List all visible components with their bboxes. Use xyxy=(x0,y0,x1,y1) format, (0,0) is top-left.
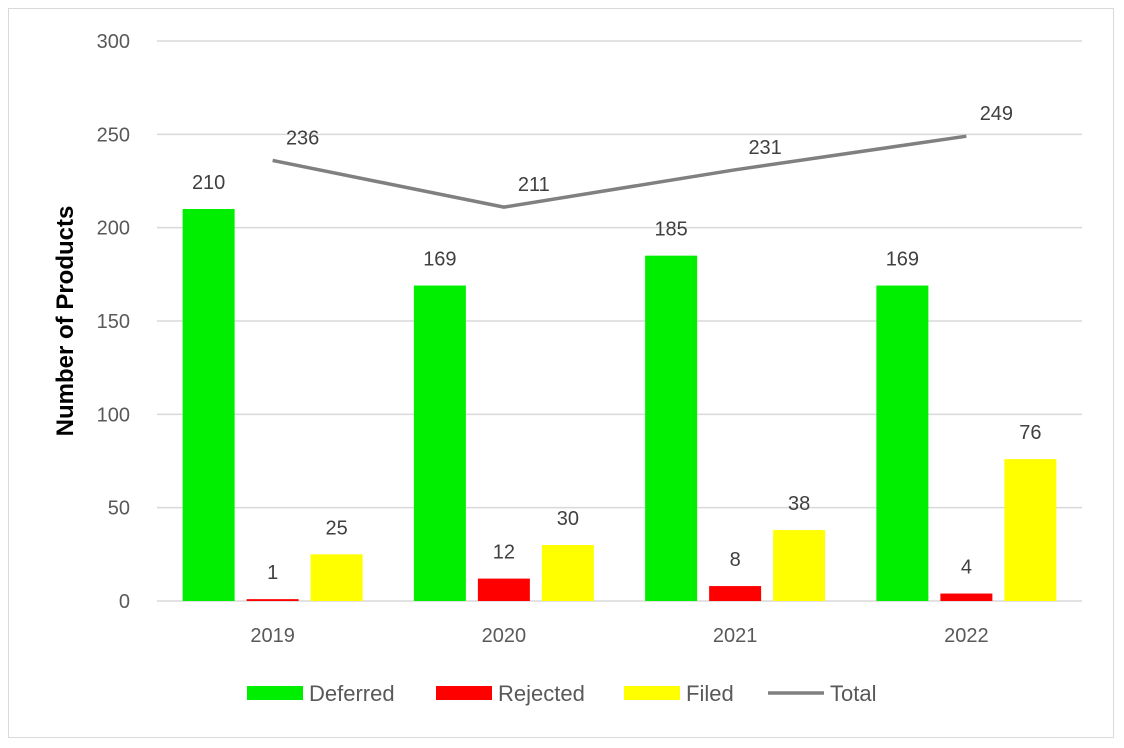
label-filed-2022: 76 xyxy=(1019,422,1041,444)
x-tick-2022: 2022 xyxy=(944,625,989,647)
x-axis-ticks: 2019 2020 2021 2022 xyxy=(250,625,988,647)
bar-deferred-2020 xyxy=(413,285,466,601)
y-axis-title: Number of Products xyxy=(52,206,79,437)
label-deferred-2022: 169 xyxy=(886,249,919,271)
y-tick-200: 200 xyxy=(97,218,130,240)
data-labels: 210 1 25 169 12 30 185 8 38 169 4 76 236 211 231 249 xyxy=(192,103,1042,584)
label-rejected-2021: 8 xyxy=(730,549,741,571)
legend: Deferred Rejected Filed Total xyxy=(247,681,876,706)
bar-rejected-2021 xyxy=(709,586,762,601)
y-tick-0: 0 xyxy=(119,591,130,613)
label-filed-2019: 25 xyxy=(326,517,348,539)
x-tick-2021: 2021 xyxy=(713,625,758,647)
y-tick-150: 150 xyxy=(97,311,130,333)
bar-rejected-2020 xyxy=(477,578,530,601)
legend-swatch-rejected xyxy=(436,686,492,700)
label-deferred-2020: 169 xyxy=(423,249,456,271)
y-tick-250: 250 xyxy=(97,124,130,146)
bar-filed-2020 xyxy=(541,545,594,601)
label-filed-2020: 30 xyxy=(557,508,579,530)
bar-filed-2019 xyxy=(310,554,363,601)
y-axis-ticks: 0 50 100 150 200 250 300 xyxy=(97,31,130,613)
legend-label-deferred: Deferred xyxy=(309,681,395,706)
label-filed-2021: 38 xyxy=(788,493,810,515)
legend-label-filed: Filed xyxy=(686,681,734,706)
label-deferred-2021: 185 xyxy=(654,219,687,241)
label-total-2022: 249 xyxy=(980,103,1013,125)
x-tick-2019: 2019 xyxy=(250,625,295,647)
bar-deferred-2019 xyxy=(182,209,235,601)
x-tick-2020: 2020 xyxy=(482,625,527,647)
label-total-2020: 211 xyxy=(518,174,550,196)
bar-filed-2022 xyxy=(1004,459,1057,601)
bar-deferred-2021 xyxy=(645,255,698,601)
total-line xyxy=(272,134,967,209)
label-total-2021: 231 xyxy=(748,137,781,159)
label-deferred-2019: 210 xyxy=(192,172,225,194)
y-tick-100: 100 xyxy=(97,404,130,426)
bar-rejected-2022 xyxy=(940,593,993,601)
bar-rejected-2019 xyxy=(246,599,299,601)
label-total-2019: 236 xyxy=(286,127,319,149)
legend-swatch-deferred xyxy=(247,686,303,700)
gridlines xyxy=(157,40,1082,602)
legend-label-total: Total xyxy=(830,681,876,706)
bars xyxy=(182,209,1057,601)
bar-deferred-2022 xyxy=(876,285,929,601)
label-rejected-2022: 4 xyxy=(961,557,972,579)
label-rejected-2019: 1 xyxy=(267,562,278,584)
legend-swatch-filed xyxy=(624,686,680,700)
y-tick-50: 50 xyxy=(108,498,130,520)
label-rejected-2020: 12 xyxy=(493,542,515,564)
y-tick-300: 300 xyxy=(97,31,130,53)
line-total xyxy=(272,134,967,209)
bar-filed-2021 xyxy=(773,530,826,601)
legend-label-rejected: Rejected xyxy=(498,681,585,706)
